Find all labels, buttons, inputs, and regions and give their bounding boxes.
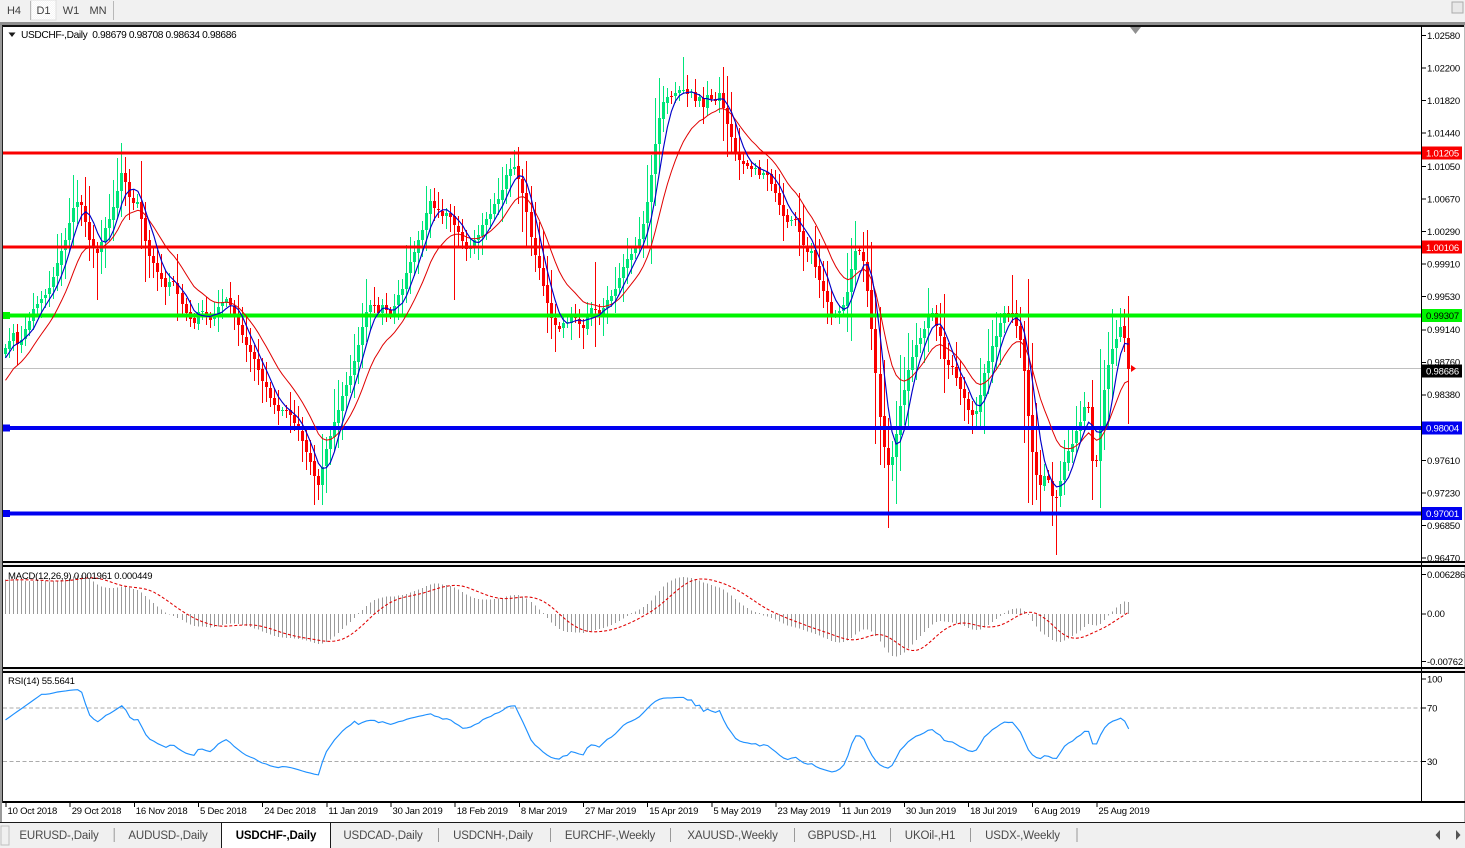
svg-text:0.97001: 0.97001 — [1426, 509, 1459, 520]
svg-text:29 Oct 2018: 29 Oct 2018 — [72, 806, 122, 817]
svg-text:0.99910: 0.99910 — [1427, 259, 1460, 270]
svg-text:0.00: 0.00 — [1427, 609, 1445, 620]
svg-text:30: 30 — [1427, 757, 1437, 768]
svg-text:1.01050: 1.01050 — [1427, 162, 1460, 173]
svg-text:11 Jun 2019: 11 Jun 2019 — [842, 806, 891, 817]
svg-text:1.01205: 1.01205 — [1426, 149, 1459, 160]
svg-text:MACD(12,26,9) 0.001961 0.00044: MACD(12,26,9) 0.001961 0.000449 — [8, 571, 152, 582]
svg-text:24 Dec 2018: 24 Dec 2018 — [264, 806, 316, 817]
svg-text:1.02580: 1.02580 — [1427, 31, 1460, 42]
svg-text:RSI(14) 55.5641: RSI(14) 55.5641 — [8, 676, 75, 687]
svg-text:1.01440: 1.01440 — [1427, 128, 1460, 139]
svg-text:25 Aug 2019: 25 Aug 2019 — [1098, 806, 1149, 817]
svg-text:USDCNH-,Daily: USDCNH-,Daily — [453, 830, 533, 842]
svg-text:AUDUSD-,Daily: AUDUSD-,Daily — [128, 830, 208, 842]
svg-text:EURUSD-,Daily: EURUSD-,Daily — [19, 830, 99, 842]
svg-text:0.99140: 0.99140 — [1427, 325, 1460, 336]
svg-text:0.98686: 0.98686 — [1426, 367, 1459, 378]
svg-text:0.96470: 0.96470 — [1427, 554, 1460, 565]
svg-text:USDX-,Weekly: USDX-,Weekly — [985, 830, 1060, 842]
svg-text:-0.00762: -0.00762 — [1427, 657, 1463, 668]
svg-text:10 Oct 2018: 10 Oct 2018 — [8, 806, 58, 817]
svg-text:UKOil-,H1: UKOil-,H1 — [905, 830, 955, 842]
svg-text:27 Mar 2019: 27 Mar 2019 — [585, 806, 636, 817]
svg-text:MN: MN — [89, 5, 106, 17]
svg-text:0.97610: 0.97610 — [1427, 456, 1460, 467]
svg-text:5 May 2019: 5 May 2019 — [713, 806, 761, 817]
svg-text:30 Jan 2019: 30 Jan 2019 — [393, 806, 443, 817]
svg-text:5 Dec 2018: 5 Dec 2018 — [200, 806, 247, 817]
svg-text:23 May 2019: 23 May 2019 — [778, 806, 831, 817]
svg-text:1.02200: 1.02200 — [1427, 63, 1460, 74]
svg-text:EURCHF-,Weekly: EURCHF-,Weekly — [565, 830, 656, 842]
svg-text:70: 70 — [1427, 703, 1437, 714]
svg-text:1.00670: 1.00670 — [1427, 194, 1460, 205]
svg-text:1.00290: 1.00290 — [1427, 227, 1460, 238]
svg-text:100: 100 — [1427, 674, 1442, 685]
svg-text:15 Apr 2019: 15 Apr 2019 — [649, 806, 698, 817]
svg-text:1.01820: 1.01820 — [1427, 96, 1460, 107]
svg-text:0.006286: 0.006286 — [1427, 570, 1465, 581]
svg-text:11 Jan 2019: 11 Jan 2019 — [328, 806, 377, 817]
svg-text:H4: H4 — [7, 5, 21, 17]
svg-text:XAUUSD-,Weekly: XAUUSD-,Weekly — [687, 830, 778, 842]
svg-text:GBPUSD-,H1: GBPUSD-,H1 — [808, 830, 877, 842]
svg-text:16 Nov 2018: 16 Nov 2018 — [136, 806, 188, 817]
svg-text:USDCAD-,Daily: USDCAD-,Daily — [343, 830, 423, 842]
svg-text:D1: D1 — [36, 5, 50, 17]
svg-text:W1: W1 — [63, 5, 80, 17]
svg-text:6 Aug 2019: 6 Aug 2019 — [1034, 806, 1080, 817]
svg-text:USDCHF-,Daily: USDCHF-,Daily — [236, 830, 317, 842]
svg-text:18 Feb 2019: 18 Feb 2019 — [457, 806, 508, 817]
svg-text:USDCHF-,Daily 0.98679 0.98708: USDCHF-,Daily 0.98679 0.98708 0.98634 0.… — [21, 30, 237, 41]
svg-text:0.97230: 0.97230 — [1427, 489, 1460, 500]
svg-text:0.98004: 0.98004 — [1426, 424, 1459, 435]
svg-text:0.98760: 0.98760 — [1427, 358, 1460, 369]
svg-text:8 Mar 2019: 8 Mar 2019 — [521, 806, 567, 817]
svg-text:0.98380: 0.98380 — [1427, 390, 1460, 401]
svg-text:18 Jul 2019: 18 Jul 2019 — [970, 806, 1017, 817]
svg-text:0.96850: 0.96850 — [1427, 521, 1460, 532]
svg-text:1.00106: 1.00106 — [1426, 243, 1459, 254]
svg-text:0.99530: 0.99530 — [1427, 292, 1460, 303]
svg-text:0.99307: 0.99307 — [1426, 311, 1459, 322]
svg-text:30 Jun 2019: 30 Jun 2019 — [906, 806, 956, 817]
